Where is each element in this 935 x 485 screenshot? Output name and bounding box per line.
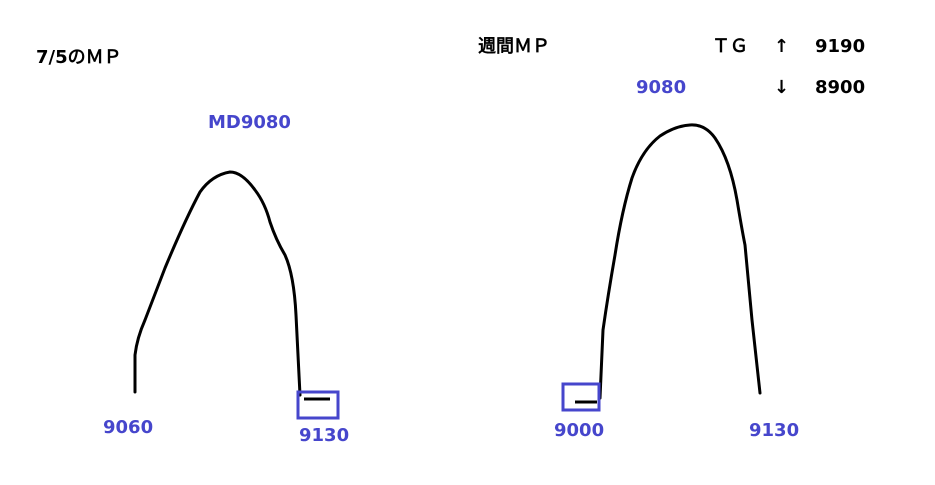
right-profile-curve xyxy=(598,123,762,400)
target-down-value: 8900 xyxy=(815,77,866,98)
right-profile-title: 週間ＭＰ xyxy=(478,36,550,57)
right-peak-label: 9080 xyxy=(636,77,687,98)
left-low-label: 9060 xyxy=(103,417,154,438)
right-high-label: 9130 xyxy=(749,420,800,441)
right-low-label: 9000 xyxy=(554,420,605,441)
left-high-label: 9130 xyxy=(299,425,350,446)
right-highlight-box xyxy=(561,382,601,412)
left-highlight-box xyxy=(296,390,340,420)
up-arrow-icon: ↑ xyxy=(774,36,790,57)
down-arrow-icon: ↓ xyxy=(774,77,790,98)
left-profile-title: 7/5のＭＰ xyxy=(36,47,122,68)
left-profile-curve xyxy=(133,170,302,397)
target-label: ＴＧ xyxy=(712,36,748,57)
left-md-label: MD9080 xyxy=(208,112,291,133)
target-up-value: 9190 xyxy=(815,36,866,57)
